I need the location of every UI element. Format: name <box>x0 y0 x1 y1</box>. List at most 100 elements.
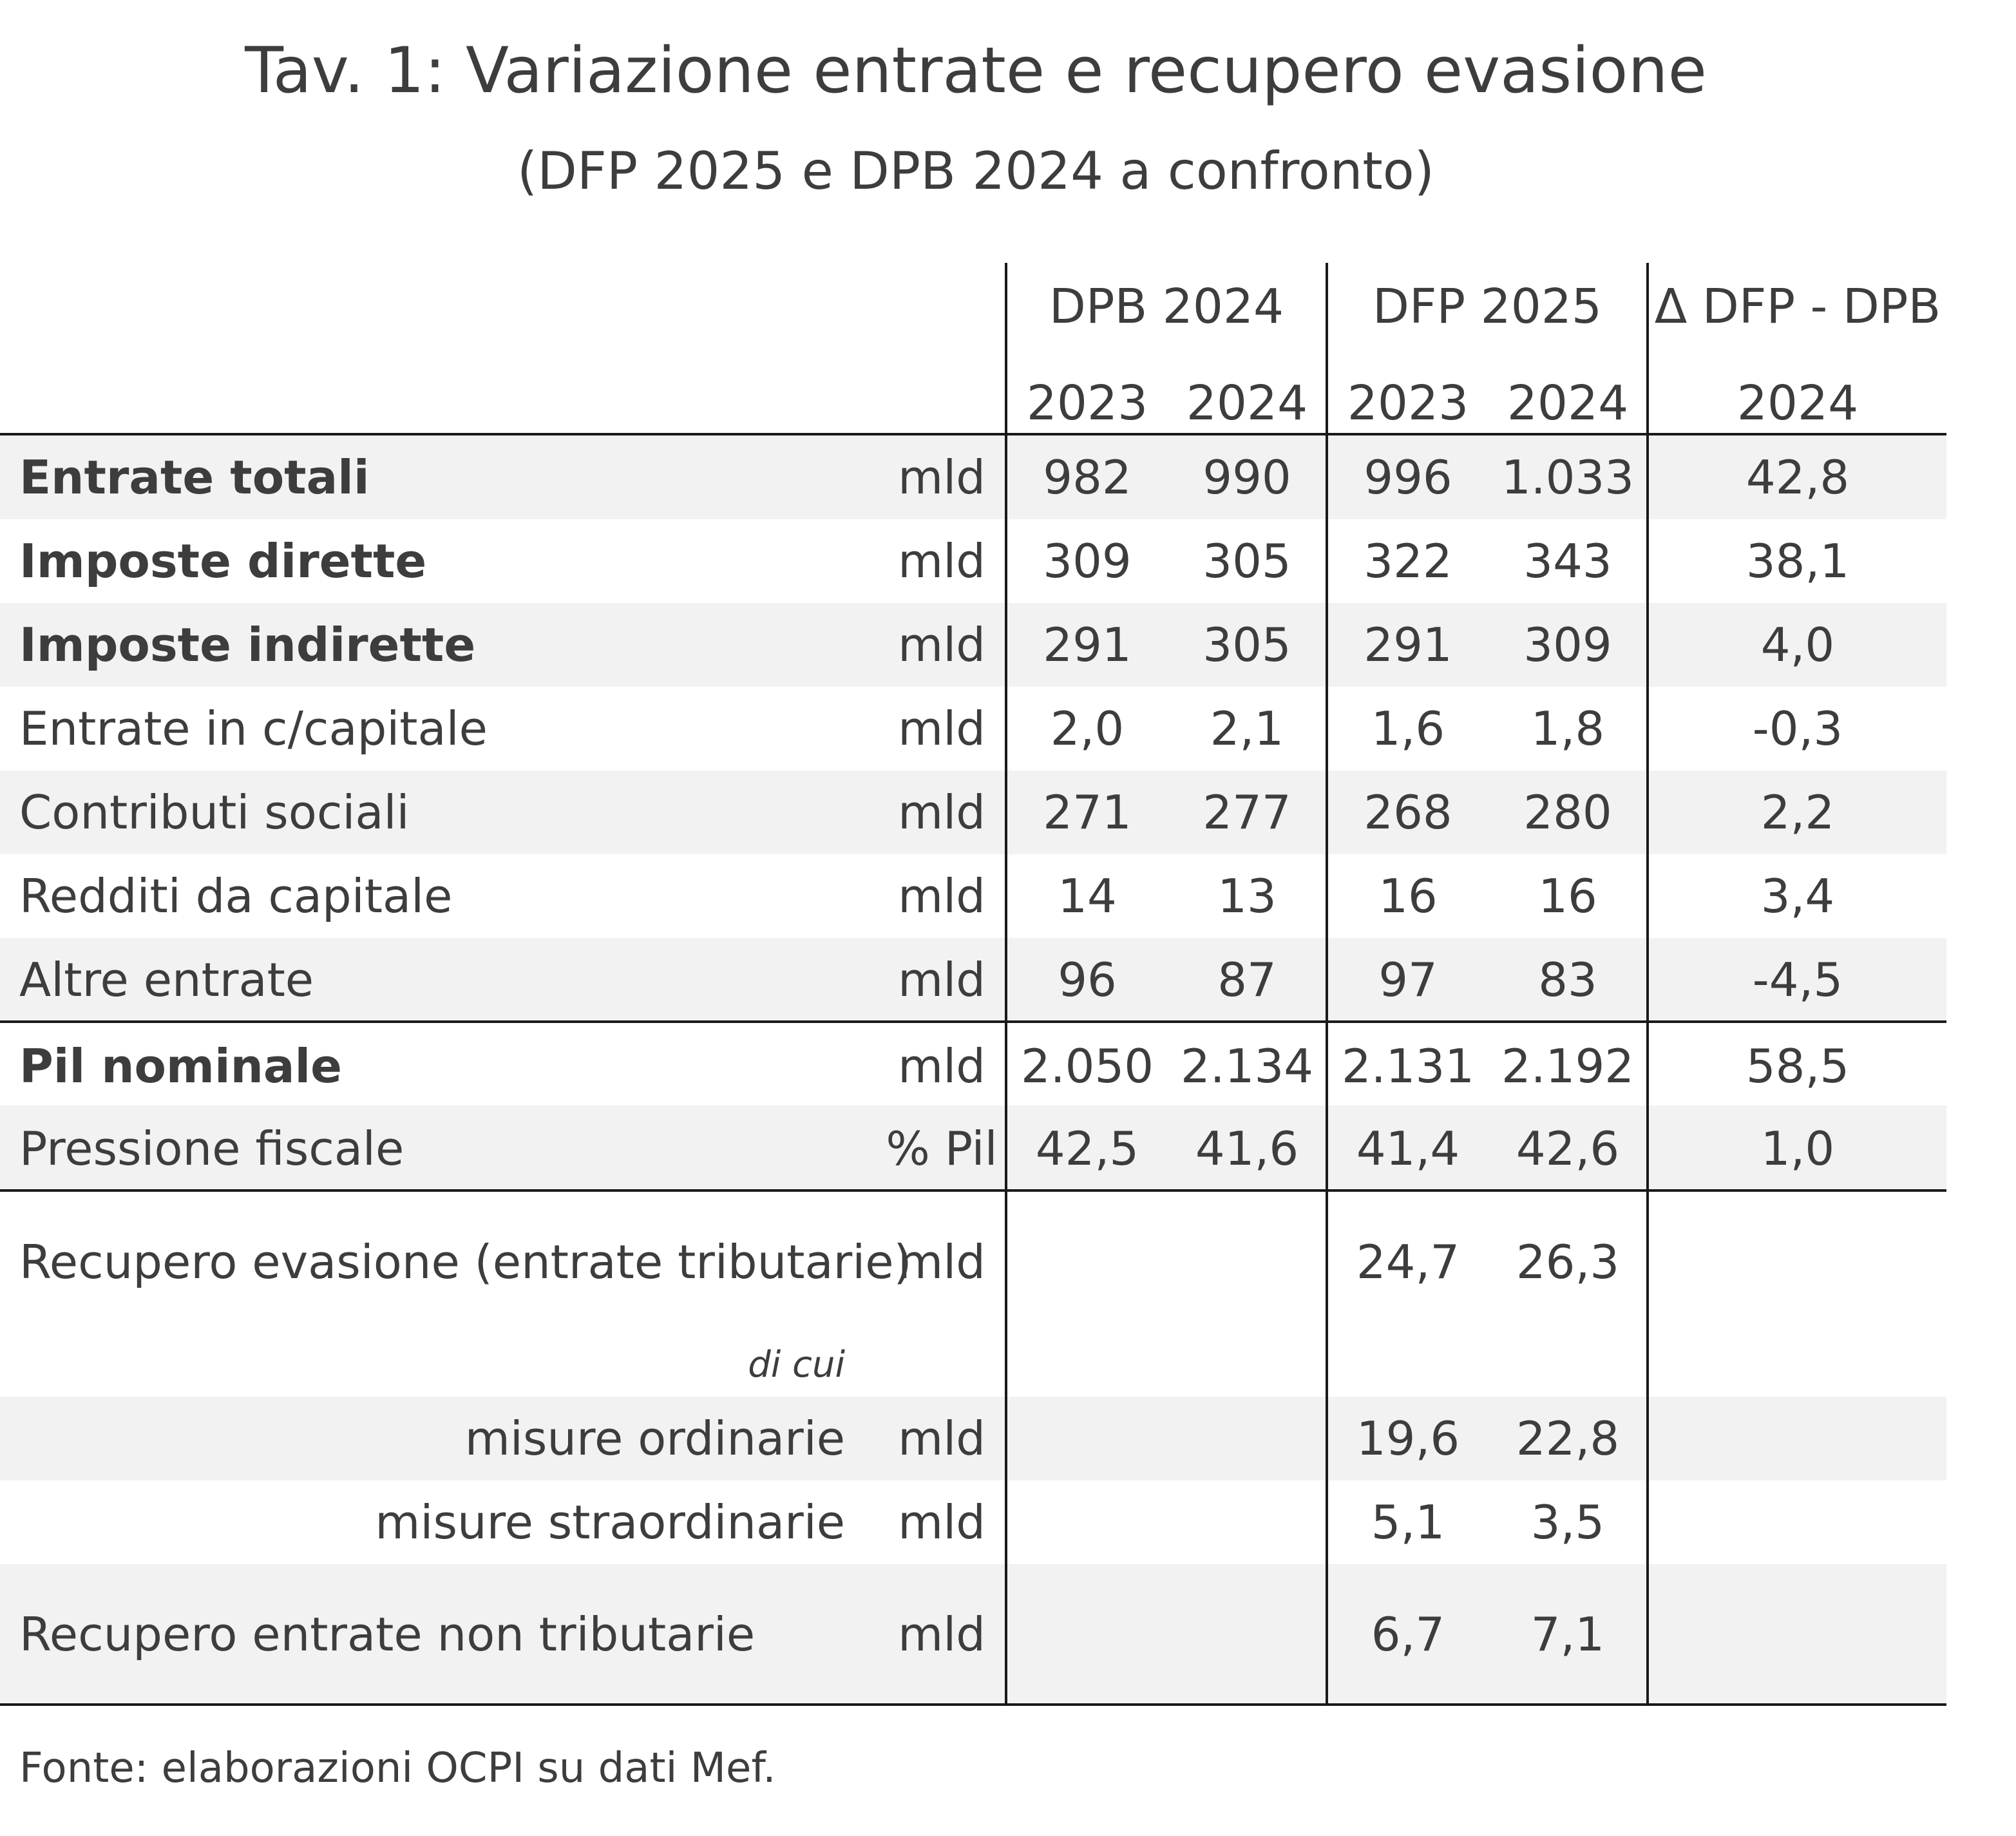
row-stripe <box>0 603 1946 687</box>
table-cell: 291 <box>1364 618 1452 672</box>
row-label: Imposte indirette <box>19 618 476 672</box>
table-cell: 4,0 <box>1760 618 1835 672</box>
di-cui-note: di cui <box>748 1344 845 1386</box>
col-divider <box>1326 263 1328 1706</box>
row-unit: mld <box>898 1495 985 1549</box>
header-group-delta: Δ DFP - DPB <box>1654 279 1941 334</box>
header-year: 2024 <box>1186 376 1308 431</box>
table-subtitle: (DFP 2025 e DPB 2024 a confronto) <box>517 141 1434 201</box>
table-cell: 1,6 <box>1371 702 1445 756</box>
row-label: Entrate totali <box>19 450 370 504</box>
table-cell: 26,3 <box>1516 1235 1620 1289</box>
table-cell: 87 <box>1217 953 1277 1007</box>
table-cell: 2,1 <box>1210 702 1284 756</box>
table-cell: 1,8 <box>1530 702 1605 756</box>
header-group-dfp: DFP 2025 <box>1372 279 1602 334</box>
rule-pil <box>0 1020 1946 1023</box>
table-cell: 268 <box>1364 785 1452 839</box>
row-label: Pressione fiscale <box>19 1122 404 1176</box>
row-unit: mld <box>898 1235 985 1289</box>
data-table: DPB 2024 DFP 2025 Δ DFP - DPB 2023 2024 … <box>0 263 1946 1712</box>
header-year: 2024 <box>1507 376 1629 431</box>
table-cell: 41,4 <box>1356 1122 1460 1176</box>
header-year: 2024 <box>1736 376 1859 431</box>
table-cell: 2.050 <box>1020 1039 1154 1093</box>
row-label: Pil nominale <box>19 1039 342 1093</box>
row-unit: mld <box>898 702 985 756</box>
row-label: Entrate in c/capitale <box>19 702 488 756</box>
table-cell: 16 <box>1378 869 1438 923</box>
row-stripe <box>0 1564 1946 1703</box>
row-stripe <box>0 770 1946 854</box>
table-cell: 2,0 <box>1050 702 1125 756</box>
table-cell: 1.033 <box>1501 450 1635 504</box>
row-label: misure straordinarie <box>375 1495 845 1549</box>
table-cell: 58,5 <box>1745 1039 1850 1093</box>
row-label: Contributi sociali <box>19 785 410 839</box>
row-stripe <box>0 1397 1946 1480</box>
table-cell: 996 <box>1364 450 1452 504</box>
row-label: misure ordinarie <box>464 1411 845 1466</box>
rule-bottom <box>0 1703 1946 1706</box>
row-label: Altre entrate <box>19 953 314 1007</box>
col-divider <box>1005 263 1007 1706</box>
row-unit: mld <box>898 1607 985 1661</box>
table-cell: 2.134 <box>1180 1039 1314 1093</box>
table-cell: 19,6 <box>1356 1411 1460 1466</box>
table-cell: 990 <box>1203 450 1291 504</box>
table-cell: 22,8 <box>1516 1411 1620 1466</box>
table-cell: -4,5 <box>1752 953 1843 1007</box>
table-cell: 14 <box>1058 869 1117 923</box>
table-cell: 322 <box>1364 534 1452 588</box>
rule-recupero <box>0 1189 1946 1192</box>
table-cell: 42,8 <box>1745 450 1850 504</box>
table-cell: 982 <box>1043 450 1132 504</box>
table-cell: 42,6 <box>1516 1122 1620 1176</box>
table-cell: 41,6 <box>1195 1122 1299 1176</box>
table-cell: 83 <box>1538 953 1597 1007</box>
table-cell: 291 <box>1043 618 1132 672</box>
table-cell: 305 <box>1203 534 1291 588</box>
row-unit: mld <box>898 1411 985 1466</box>
table-cell: 271 <box>1043 785 1132 839</box>
table-cell: 2.192 <box>1501 1039 1635 1093</box>
table-cell: 3,4 <box>1760 869 1835 923</box>
row-unit: mld <box>898 450 985 504</box>
table-cell: 277 <box>1203 785 1291 839</box>
table-cell: 24,7 <box>1356 1235 1460 1289</box>
table-cell: -0,3 <box>1752 702 1843 756</box>
table-cell: 309 <box>1523 618 1612 672</box>
table-cell: 6,7 <box>1371 1607 1445 1661</box>
table-cell: 305 <box>1203 618 1291 672</box>
row-unit: mld <box>898 534 985 588</box>
table-cell: 38,1 <box>1745 534 1850 588</box>
header-group-dpb: DPB 2024 <box>1049 279 1284 334</box>
table-cell: 7,1 <box>1530 1607 1605 1661</box>
row-unit: % Pil <box>886 1122 998 1176</box>
table-cell: 2.131 <box>1341 1039 1475 1093</box>
row-stripe <box>0 435 1946 519</box>
header-year: 2023 <box>1026 376 1148 431</box>
table-cell: 3,5 <box>1530 1495 1605 1549</box>
table-cell: 13 <box>1217 869 1277 923</box>
col-divider <box>1646 263 1649 1706</box>
table-cell: 280 <box>1523 785 1612 839</box>
row-stripe <box>0 1105 1946 1189</box>
row-unit: mld <box>898 869 985 923</box>
row-label: Recupero evasione (entrate tributarie) <box>19 1235 912 1289</box>
row-label: Recupero entrate non tributarie <box>19 1607 756 1661</box>
table-cell: 97 <box>1378 953 1438 1007</box>
row-unit: mld <box>898 785 985 839</box>
row-stripe <box>0 938 1946 1022</box>
table-cell: 343 <box>1523 534 1612 588</box>
table-cell: 5,1 <box>1371 1495 1445 1549</box>
header-year: 2023 <box>1347 376 1469 431</box>
table-cell: 42,5 <box>1035 1122 1139 1176</box>
row-unit: mld <box>898 1039 985 1093</box>
row-label: Redditi da capitale <box>19 869 453 923</box>
table-cell: 1,0 <box>1760 1122 1835 1176</box>
row-unit: mld <box>898 953 985 1007</box>
rule-header <box>0 433 1946 435</box>
table-cell: 96 <box>1058 953 1117 1007</box>
row-label: Imposte dirette <box>19 534 427 588</box>
